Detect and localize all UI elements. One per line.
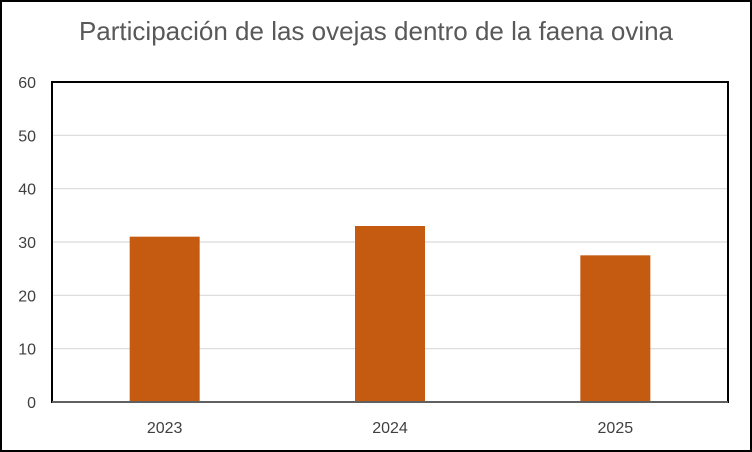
x-tick-label: 2024	[372, 420, 408, 437]
bar-2025	[580, 255, 651, 402]
y-tick-label: 10	[18, 342, 36, 359]
x-axis-ticks: 2023 2024 2025	[147, 420, 633, 437]
chart-title: Participación de las ovejas dentro de la…	[78, 16, 674, 46]
plot-frame	[51, 81, 729, 403]
y-tick-label: 50	[18, 128, 36, 145]
x-tick-label: 2023	[147, 420, 183, 437]
y-tick-label: 60	[18, 75, 36, 92]
y-tick-label: 0	[27, 395, 36, 412]
y-tick-label: 30	[18, 235, 36, 252]
bars	[129, 226, 651, 402]
y-tick-label: 20	[18, 288, 36, 305]
bar-2024	[355, 226, 425, 402]
bar-2023	[129, 236, 200, 402]
y-axis-ticks: 0 10 20 30 40 50 60	[18, 75, 36, 412]
x-tick-label: 2025	[598, 420, 634, 437]
y-tick-label: 40	[18, 182, 36, 199]
